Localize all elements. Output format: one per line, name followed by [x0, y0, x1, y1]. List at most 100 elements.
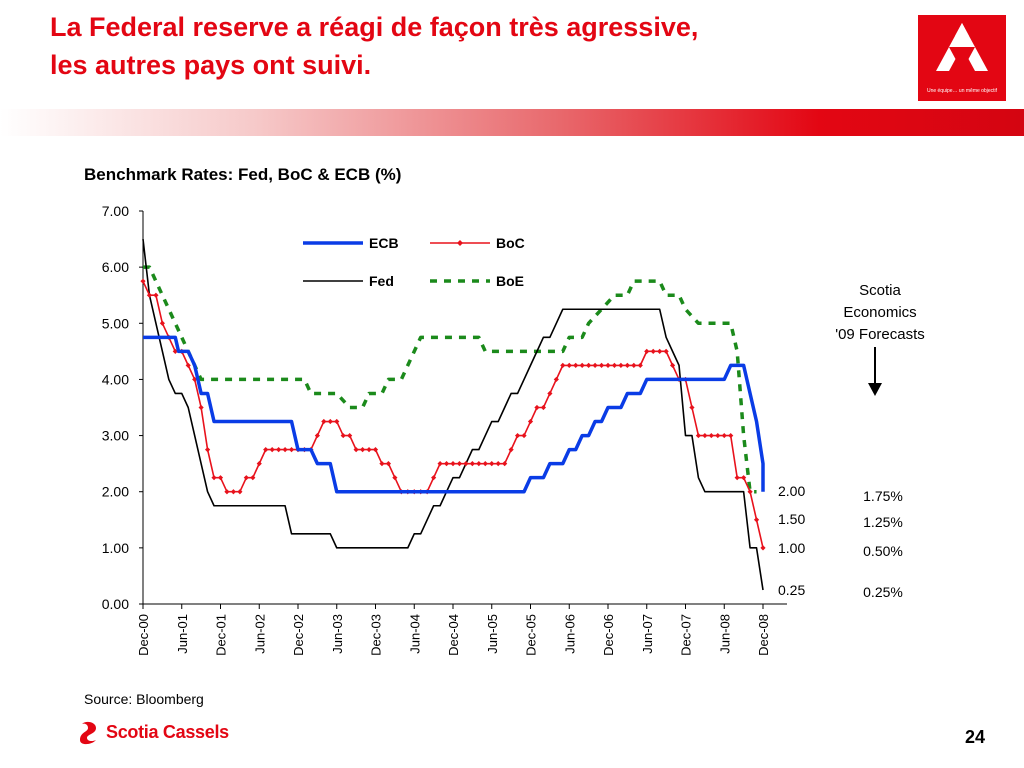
data-point-boc: [721, 432, 727, 439]
data-point-boc: [760, 545, 766, 551]
forecast-note-line: Economics: [843, 304, 916, 321]
chart-legend: ECB BoC Fed BoE: [303, 235, 525, 289]
x-tick-label: Dec-08: [756, 614, 771, 656]
x-tick-label: Dec-02: [291, 614, 306, 656]
data-point-boc: [540, 404, 547, 411]
series-line-fed: [142, 238, 764, 591]
y-tick-label: 7.00: [102, 203, 129, 219]
x-tick-label: Jun-01: [175, 614, 190, 654]
data-point-boc: [657, 348, 663, 354]
y-tick-label: 2.00: [102, 484, 129, 500]
x-tick-label: Dec-05: [524, 614, 539, 656]
data-point-boc: [637, 362, 643, 368]
data-point-boc: [437, 461, 443, 467]
scotia-flame-icon: [80, 721, 96, 745]
slide-title: La Federal reserve a réagi de façon très…: [50, 8, 900, 84]
data-point-boc: [669, 362, 676, 368]
data-point-boc: [521, 432, 527, 439]
data-point-boc: [611, 362, 618, 368]
x-tick-label: Dec-06: [601, 614, 616, 656]
forecast-note-line: Scotia: [859, 282, 901, 299]
data-point-boc: [586, 362, 592, 368]
data-point-boc: [230, 489, 237, 495]
data-point-boc: [734, 475, 740, 481]
x-tick-label: Jun-06: [562, 614, 577, 654]
data-point-boc: [159, 320, 165, 326]
data-point-boc: [153, 292, 159, 298]
end-value-label: 0.25: [778, 582, 805, 598]
legend-label-boc: BoC: [496, 235, 525, 251]
series-line-boc: [142, 280, 764, 549]
data-point-boc: [340, 432, 346, 439]
data-point-boc: [140, 278, 146, 284]
data-point-boc: [560, 362, 566, 368]
data-point-boc: [288, 447, 295, 453]
data-point-boc: [741, 475, 747, 481]
data-point-boc: [314, 432, 320, 439]
data-point-boc: [508, 447, 514, 453]
y-tick-label: 6.00: [102, 259, 129, 275]
data-point-boc: [618, 362, 624, 368]
forecast-value-label: 1.75%: [863, 488, 903, 504]
data-point-boc: [476, 461, 482, 467]
legend-label-ecb: ECB: [369, 235, 399, 251]
company-logo: Une équipe… un même objectif: [918, 15, 1006, 101]
x-tick-label: Jun-07: [640, 614, 655, 654]
data-point-boc: [650, 348, 656, 354]
series-line-ecb: [143, 335, 765, 494]
brand-name: Scotia Cassels: [106, 722, 229, 742]
data-point-boc: [566, 362, 572, 368]
data-point-boc: [695, 432, 702, 439]
data-point-boc: [204, 447, 211, 453]
data-point-boc: [715, 432, 721, 439]
data-point-boc: [514, 432, 521, 439]
data-point-boc: [347, 432, 353, 439]
data-point-boc: [379, 461, 385, 467]
y-tick-label: 0.00: [102, 596, 129, 612]
data-point-boc: [553, 376, 559, 383]
data-point-boc: [469, 461, 475, 467]
header-band: [0, 109, 1024, 136]
end-value-label: 1.00: [778, 540, 805, 556]
triangle-logo-icon: [936, 23, 988, 71]
x-tick-label: Jun-08: [717, 614, 732, 654]
data-point-boc: [747, 489, 753, 495]
logo-tagline: Une équipe… un même objectif: [926, 88, 998, 94]
data-point-boc: [198, 404, 204, 411]
data-point-boc: [527, 418, 534, 425]
data-point-boc: [172, 348, 178, 354]
data-point-boc: [366, 447, 372, 453]
data-point-boc: [502, 461, 508, 467]
data-point-boc: [146, 292, 153, 298]
data-point-boc: [327, 418, 333, 425]
data-point-boc: [443, 461, 450, 467]
slide-title-line-1: La Federal reserve a réagi de façon très…: [50, 12, 699, 42]
data-point-boc: [463, 461, 469, 467]
data-point-boc: [450, 461, 456, 467]
forecast-value-label: 0.25%: [863, 584, 903, 600]
data-point-boc: [282, 447, 288, 453]
x-tick-label: Dec-03: [369, 614, 384, 656]
source-note: Source: Bloomberg: [84, 691, 204, 707]
y-tick-label: 3.00: [102, 428, 129, 444]
x-tick-label: Jun-05: [485, 614, 500, 654]
data-point-boc: [579, 362, 585, 368]
data-point-boc: [269, 447, 275, 453]
data-point-boc: [276, 447, 282, 453]
data-point-boc: [185, 362, 191, 368]
data-point-boc: [263, 447, 269, 453]
down-arrow-icon: [868, 383, 882, 396]
end-value-label: 1.50: [778, 511, 805, 527]
data-point-boc: [385, 461, 392, 467]
chart-series: [140, 238, 766, 591]
data-point-boc: [334, 418, 340, 425]
slide-title-line-2: les autres pays ont suivi.: [50, 50, 372, 80]
data-point-boc: [456, 461, 463, 467]
legend-label-boe: BoE: [496, 273, 524, 289]
data-point-boc: [256, 461, 262, 467]
data-point-boc: [573, 362, 579, 368]
chart-axes: 0.00 1.00 2.00 3.00 4.00 5.00 6.00 7.00 Dec-00 Ju…: [102, 203, 787, 656]
data-point-boc: [359, 447, 366, 453]
x-tick-label: Dec-04: [446, 614, 461, 656]
data-point-boc: [644, 348, 650, 354]
